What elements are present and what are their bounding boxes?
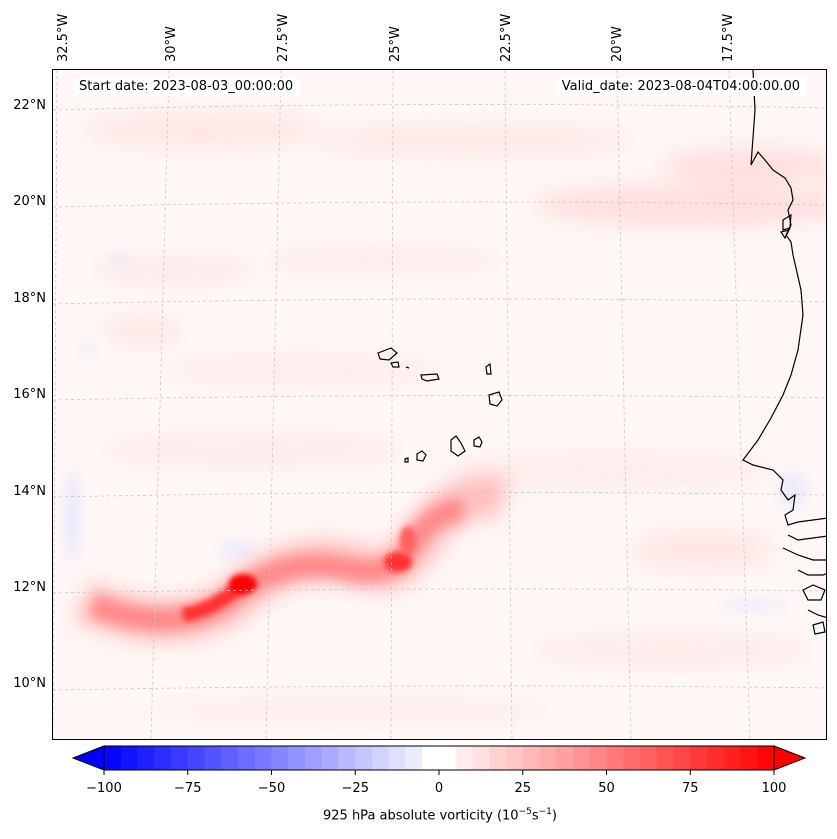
colorbar-swatch — [606, 746, 624, 770]
colorbar-tick-label: 50 — [598, 781, 615, 796]
lat-label-12n: 12°N — [13, 580, 46, 595]
colorbar-swatch — [288, 746, 306, 770]
colorbar-swatch — [238, 746, 256, 770]
colorbar-label-text: 925 hPa absolute vorticity (10 — [323, 808, 519, 824]
colorbar-swatch — [690, 746, 708, 770]
colorbar-label-mid: s — [531, 808, 539, 824]
colorbar-swatch — [338, 746, 356, 770]
colorbar-swatch — [321, 746, 339, 770]
colorbar-label-end: ) — [551, 808, 557, 824]
african-coastline — [742, 70, 826, 635]
colorbar-swatches — [104, 746, 775, 770]
lon-label-25w: 25°W — [388, 26, 403, 62]
colorbar-tick-label: −75 — [174, 781, 202, 796]
lat-label-18n: 18°N — [13, 291, 46, 306]
valid-date-label: Valid_date: 2023-08-04T04:00:00.00 — [555, 78, 806, 96]
lon-label-22-5w: 22.5°W — [499, 13, 514, 62]
colorbar-swatch — [120, 746, 138, 770]
colorbar-svg — [71, 745, 807, 775]
colorbar-swatch — [506, 746, 524, 770]
gridlines — [53, 70, 826, 739]
colorbar-swatch — [254, 746, 272, 770]
colorbar-tick-label: 100 — [761, 781, 787, 796]
colorbar-swatch — [137, 746, 155, 770]
colorbar-swatch — [372, 746, 390, 770]
vorticity-map[interactable]: Start date: 2023-08-03_00:00:00 Valid_da… — [52, 69, 827, 740]
colorbar-tick-label: 75 — [681, 781, 699, 796]
colorbar-swatch — [221, 746, 239, 770]
colorbar-swatch — [556, 746, 574, 770]
colorbar-swatch — [472, 746, 490, 770]
colorbar-swatch — [204, 746, 222, 770]
colorbar-swatch — [673, 746, 691, 770]
lon-label-30w: 30°W — [164, 26, 179, 62]
colorbar-swatch — [489, 746, 507, 770]
lat-label-16n: 16°N — [13, 387, 46, 402]
lon-label-20w: 20°W — [610, 26, 625, 62]
colorbar-swatch — [623, 746, 641, 770]
colorbar-label-exp1: −5 — [518, 807, 532, 817]
colorbar-tick-label: −100 — [86, 781, 122, 796]
lat-label-10n: 10°N — [13, 676, 46, 691]
colorbar-swatch — [573, 746, 591, 770]
colorbar-swatch — [422, 746, 440, 770]
colorbar-swatch — [271, 746, 289, 770]
lon-label-17-5w: 17.5°W — [721, 13, 736, 62]
colorbar-tick-label: 0 — [434, 781, 444, 796]
colorbar-max-arrow — [773, 745, 807, 771]
negative-vorticity-patches — [66, 254, 808, 611]
colorbar-swatch — [104, 746, 122, 770]
colorbar-swatch — [640, 746, 658, 770]
colorbar-swatch — [522, 746, 540, 770]
lat-label-14n: 14°N — [13, 484, 46, 499]
colorbar-swatch — [757, 746, 775, 770]
colorbar-label-exp2: −1 — [538, 807, 552, 817]
colorbar-swatch — [305, 746, 323, 770]
colorbar-swatch — [187, 746, 205, 770]
colorbar-tick-label: 25 — [514, 781, 532, 796]
colorbar-label: 925 hPa absolute vorticity (10−5s−1) — [0, 807, 837, 823]
colorbar-swatch — [589, 746, 607, 770]
colorbar-swatch — [455, 746, 473, 770]
colorbar-swatch — [388, 746, 406, 770]
cape-verde-islands — [377, 347, 503, 463]
colorbar-swatch — [656, 746, 674, 770]
colorbar-swatch — [355, 746, 373, 770]
colorbar-tick-marks — [103, 770, 775, 775]
lon-label-27-5w: 27.5°W — [276, 13, 291, 62]
colorbar-swatch — [171, 746, 189, 770]
colorbar-swatch — [707, 746, 725, 770]
colorbar-swatch — [439, 746, 457, 770]
colorbar-swatch — [740, 746, 758, 770]
lat-label-22n: 22°N — [13, 98, 46, 113]
lat-label-20n: 20°N — [13, 194, 46, 209]
colorbar-swatch — [154, 746, 172, 770]
colorbar-tick-label: −25 — [341, 781, 369, 796]
vorticity-band — [73, 475, 511, 642]
lon-label-32-5w: 32.5°W — [56, 13, 71, 62]
colorbar-min-arrow — [71, 745, 105, 771]
colorbar-swatch — [405, 746, 423, 770]
map-canvas — [53, 70, 826, 739]
colorbar-tick-label: −50 — [257, 781, 286, 796]
colorbar-swatch — [723, 746, 741, 770]
start-date-label: Start date: 2023-08-03_00:00:00 — [73, 78, 300, 96]
colorbar-swatch — [539, 746, 557, 770]
